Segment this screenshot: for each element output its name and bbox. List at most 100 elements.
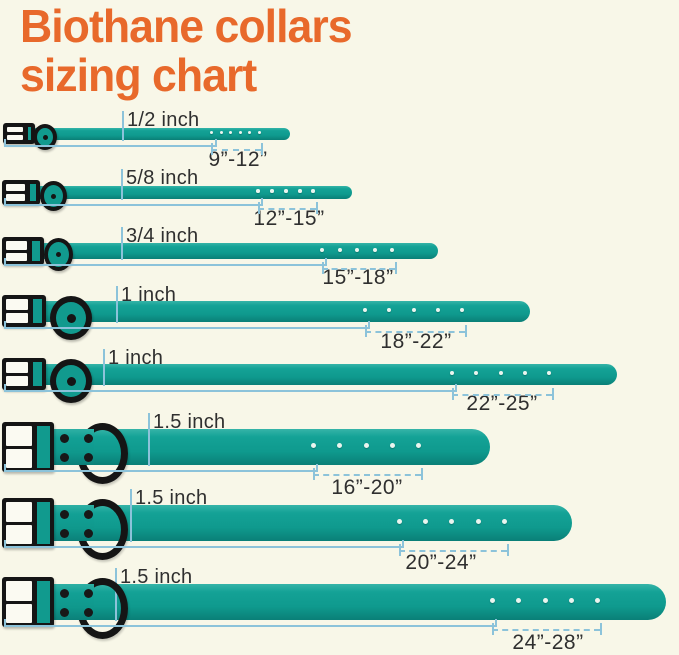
strap-through-buckle	[27, 184, 36, 201]
length-measure-line	[4, 464, 318, 472]
adjustment-hole	[311, 189, 315, 193]
buckle-window	[6, 241, 27, 250]
length-measure-line	[4, 198, 263, 206]
adjustment-hole	[270, 189, 274, 193]
buckle-prong-icon	[30, 299, 33, 323]
range-end-tick	[261, 143, 263, 155]
adjustment-hole	[355, 248, 359, 252]
adjustment-hole	[422, 518, 428, 524]
buckle-window	[6, 603, 32, 623]
width-measure-tick	[103, 349, 105, 386]
adjustment-hole	[473, 370, 479, 376]
adjust-range-dashed-line	[492, 629, 600, 631]
adjustment-hole	[257, 130, 261, 134]
length-measure-line	[4, 258, 327, 266]
rivet-icon	[83, 452, 93, 462]
title-line-1: Biothane collars	[20, 0, 353, 52]
buckle-window	[6, 524, 32, 544]
range-end-tick	[365, 325, 367, 337]
buckle-window	[6, 375, 28, 386]
buckle-prong-icon	[30, 362, 33, 386]
range-end-tick	[313, 468, 315, 480]
buckle-window	[6, 581, 32, 601]
buckle-window	[6, 312, 28, 323]
range-end-tick	[211, 143, 213, 155]
ring-rivet-icon	[56, 252, 61, 257]
width-measure-tick	[116, 286, 118, 323]
adjustment-hole	[546, 370, 552, 376]
width-measure-tick	[121, 169, 123, 200]
ring-rivet-icon	[42, 134, 48, 140]
adjustment-hole	[389, 442, 395, 448]
buckle-prong-icon	[34, 426, 37, 468]
neck-range-label: 18”-22”	[380, 330, 452, 353]
rivet-icon	[83, 588, 93, 598]
collar-band	[38, 364, 617, 385]
adjustment-hole	[448, 518, 454, 524]
rivet-icon	[59, 433, 69, 443]
strap-through-buckle	[34, 502, 50, 544]
adjustment-hole	[247, 130, 251, 134]
range-end-tick	[316, 202, 318, 214]
strap-through-buckle	[30, 362, 42, 386]
buckle-window	[6, 252, 27, 261]
adjustment-hole	[373, 248, 377, 252]
neck-range-label: 12”-15”	[253, 207, 325, 230]
width-label: 1/2 inch	[127, 109, 200, 131]
neck-range-label: 24”-28”	[512, 631, 584, 654]
buckle-window	[6, 362, 28, 373]
collar-band	[38, 301, 530, 322]
buckle-window	[7, 127, 23, 132]
adjust-range-dashed-line	[322, 268, 395, 270]
buckle-prong-icon	[27, 184, 30, 201]
adjustment-hole	[320, 248, 324, 252]
width-label: 3/4 inch	[126, 225, 199, 247]
adjustment-hole	[396, 518, 402, 524]
buckle-window	[6, 299, 28, 310]
length-measure-line	[4, 540, 404, 548]
strap-through-buckle	[30, 299, 42, 323]
adjustment-hole	[362, 307, 368, 313]
buckle-prong-icon	[29, 241, 32, 261]
rivet-icon	[59, 607, 69, 617]
collar-band	[27, 128, 290, 140]
width-measure-tick	[148, 413, 150, 466]
width-label: 5/8 inch	[126, 167, 199, 189]
range-end-tick	[600, 623, 602, 635]
adjustment-hole	[415, 442, 421, 448]
range-end-tick	[507, 544, 509, 556]
buckle-prong-icon	[34, 502, 37, 544]
adjustment-hole	[515, 597, 521, 603]
adjustment-hole	[498, 370, 504, 376]
range-end-tick	[258, 202, 260, 214]
ring-rivet-icon	[66, 313, 76, 323]
adjustment-hole	[568, 597, 574, 603]
range-end-tick	[552, 388, 554, 400]
rivet-icon	[83, 509, 93, 519]
adjustment-hole	[489, 597, 495, 603]
width-label: 1 inch	[108, 347, 164, 369]
adjustment-hole	[228, 130, 232, 134]
width-label: 1 inch	[121, 284, 177, 306]
range-end-tick	[395, 262, 397, 274]
adjustment-hole	[336, 442, 342, 448]
collar-band	[46, 505, 572, 541]
neck-range-label: 15”-18”	[322, 266, 394, 289]
adjustment-hole	[284, 189, 288, 193]
neck-range-label: 20”-24”	[405, 551, 477, 574]
strap-through-buckle	[29, 241, 40, 261]
rivet-icon	[59, 528, 69, 538]
rivet-icon	[59, 452, 69, 462]
o-ring-icon	[50, 359, 92, 403]
range-end-tick	[452, 388, 454, 400]
collar-band	[46, 584, 666, 620]
width-measure-tick	[121, 227, 123, 260]
width-label: 1.5 inch	[135, 487, 208, 509]
adjust-range-dashed-line	[211, 149, 261, 151]
